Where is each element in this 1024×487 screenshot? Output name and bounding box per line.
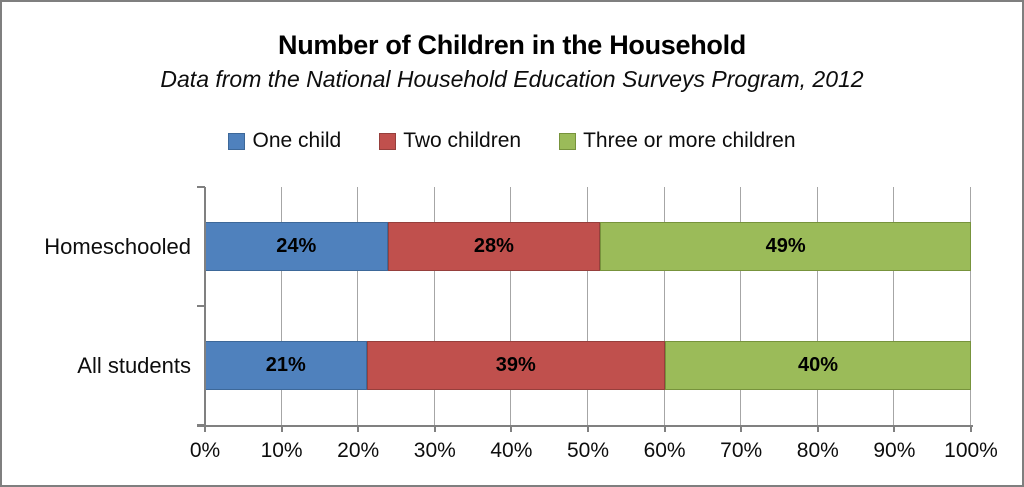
y-axis-tick	[197, 305, 205, 307]
bar-data-label: 39%	[495, 354, 536, 376]
legend-item: One child	[228, 129, 341, 153]
gridline	[663, 187, 665, 425]
chart-title: Number of Children in the Household	[278, 30, 746, 60]
x-axis-tick-label: 70%	[720, 439, 763, 462]
legend-swatch-icon	[379, 132, 397, 150]
legend-item: Three or more children	[559, 129, 796, 153]
x-axis-tick-label: 80%	[796, 439, 839, 462]
gridline	[740, 187, 742, 425]
category-label: All students	[77, 352, 191, 378]
x-axis-tick	[970, 425, 972, 432]
gridline	[433, 187, 435, 425]
x-axis-tick-label: 0%	[189, 439, 221, 462]
bar-segment-one-child: 24%	[205, 222, 388, 271]
x-axis-tick-label: 60%	[643, 439, 686, 462]
x-axis-tick-label: 30%	[413, 439, 456, 462]
x-axis-tick	[280, 425, 283, 432]
bar-segment-one-child: 21%	[205, 341, 367, 390]
x-axis-tick	[587, 425, 589, 432]
gridline	[893, 187, 895, 425]
x-axis-tick-label: 40%	[490, 439, 533, 462]
y-axis-tick	[197, 186, 205, 188]
category-axis-labels: Homeschooled All students	[2, 187, 191, 425]
x-axis-tick	[893, 425, 896, 432]
gridline	[587, 187, 588, 425]
x-axis-tick-label: 100%	[944, 439, 998, 462]
bar-data-label: 40%	[797, 354, 839, 376]
chart-legend: One child Two children Three or more child…	[2, 129, 1022, 153]
x-axis-tick-label: 90%	[873, 439, 916, 462]
x-axis-tick-label: 10%	[260, 439, 303, 462]
x-axis-line	[197, 425, 973, 427]
x-axis-tick	[740, 425, 743, 432]
stacked-bar: 24% 28% 49%	[205, 222, 971, 271]
bar-segment-three-or-more-children: 49%	[600, 222, 971, 271]
gridline	[510, 187, 512, 425]
stacked-bar: 21% 39% 40%	[205, 341, 971, 390]
x-axis-tick-labels: 0% 10% 20% 30% 40% 50% 60% 70% 80% 90% 100%	[190, 439, 998, 465]
legend-item: Two children	[379, 129, 521, 153]
x-axis-tick-label: 20%	[337, 439, 380, 462]
x-axis-tick	[816, 425, 819, 432]
bar-data-label: 24%	[276, 235, 317, 257]
legend-label: One child	[252, 129, 342, 152]
bar-segment-two-children: 39%	[366, 341, 665, 390]
bar-data-label: 28%	[473, 235, 514, 257]
x-axis-tick	[433, 425, 436, 432]
gridline	[280, 187, 282, 425]
gridline	[816, 187, 818, 425]
legend-label: Two children	[403, 129, 522, 152]
legend-swatch-icon	[559, 132, 577, 150]
x-axis-tick	[663, 425, 666, 432]
category-label: Homeschooled	[44, 233, 191, 259]
gridline	[970, 187, 971, 425]
y-axis-line	[204, 187, 206, 425]
x-axis-tick	[357, 425, 360, 432]
x-axis-tick	[510, 425, 513, 432]
bar-segment-three-or-more-children: 40%	[665, 341, 971, 390]
bar-data-label: 21%	[265, 354, 306, 376]
legend-swatch-icon	[228, 132, 246, 150]
bar-data-label: 49%	[765, 235, 806, 257]
x-axis-tick	[204, 425, 206, 432]
bar-row: 21% 39% 40%	[205, 306, 971, 425]
legend-label: Three or more children	[583, 129, 796, 152]
x-axis-tick-label: 50%	[566, 439, 610, 462]
gridline	[357, 187, 359, 425]
chart-subtitle: Data from the National Household Educati…	[160, 66, 864, 92]
y-axis-tick	[197, 424, 205, 426]
plot-area: 24% 28% 49% 21% 39% 40%	[197, 186, 973, 432]
bar-row: 24% 28% 49%	[205, 187, 971, 306]
bar-rows: 24% 28% 49% 21% 39% 40%	[205, 187, 971, 425]
bar-segment-two-children: 28%	[387, 222, 601, 271]
